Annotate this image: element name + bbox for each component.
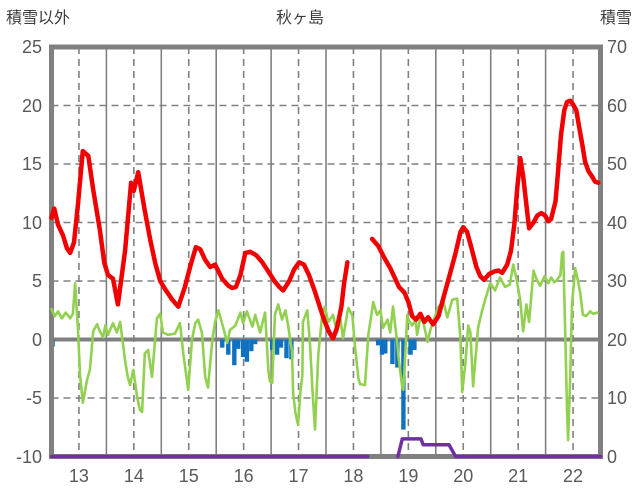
right-axis-tick-label: 20	[607, 329, 628, 350]
right-axis-tick-label: 30	[607, 271, 628, 291]
blue-bars-bar	[244, 339, 250, 362]
blue-bars-bar	[235, 339, 241, 349]
x-axis-tick-label: 22	[563, 466, 584, 486]
x-axis-tick-label: 17	[288, 466, 309, 486]
right-axis-tick-label: 60	[607, 95, 628, 116]
x-axis-tick-label: 20	[453, 466, 474, 486]
left-axis-tick-label: -10	[15, 446, 42, 467]
right-axis-tick-label: 0	[607, 446, 618, 467]
blue-bars-bar	[232, 339, 237, 366]
blue-bars-bar	[375, 339, 381, 346]
x-axis-tick-label: 21	[508, 466, 529, 486]
x-axis-tick-label: 18	[343, 466, 364, 486]
blue-bars-bar	[412, 339, 417, 351]
left-axis-tick-label: 20	[21, 95, 42, 116]
blue-bars-bar	[390, 339, 395, 365]
left-axis-tick-label: 0	[31, 329, 42, 350]
blue-bars-bar	[270, 339, 275, 351]
right-axis-tick-label: 70	[607, 37, 628, 57]
right-axis-tick-label: 50	[607, 154, 628, 174]
x-axis-tick-label: 14	[123, 466, 144, 486]
left-axis-tick-label: 5	[31, 271, 42, 291]
blue-bars-bar	[274, 339, 280, 355]
blue-bars-bar	[226, 339, 231, 355]
blue-bars-bar	[249, 339, 254, 352]
right-axis-tick-label: 10	[607, 388, 628, 408]
blue-bars-bar	[408, 339, 413, 355]
chart-title: 秋ヶ島	[275, 10, 324, 27]
x-axis-tick-label: 15	[178, 466, 199, 486]
blue-bars-bar	[383, 339, 388, 354]
purple-line	[396, 437, 603, 459]
right-axis-tick-label: 40	[607, 212, 628, 233]
blue-bars-bar	[252, 339, 258, 345]
left-axis-tick-label: 15	[21, 154, 42, 174]
blue-bars-bar	[379, 339, 385, 355]
x-axis-tick-label: 16	[233, 466, 254, 486]
green-line	[50, 250, 599, 442]
left-axis-title: 積雪以外	[6, 10, 71, 27]
blue-bars-bar	[284, 339, 289, 359]
blue-bars-bar	[240, 339, 246, 358]
blue-bars-bar	[220, 339, 225, 348]
red-line	[49, 148, 350, 341]
left-axis-tick-label: -5	[25, 388, 42, 408]
blue-bars-bar	[278, 339, 284, 348]
right-axis-title: 積雪	[599, 10, 632, 27]
left-axis-tick-label: 10	[21, 212, 42, 233]
x-axis-tick-label: 13	[68, 466, 89, 486]
red-line	[369, 98, 601, 327]
x-axis-tick-label: 19	[398, 466, 419, 486]
left-axis-tick-label: 25	[21, 37, 42, 57]
